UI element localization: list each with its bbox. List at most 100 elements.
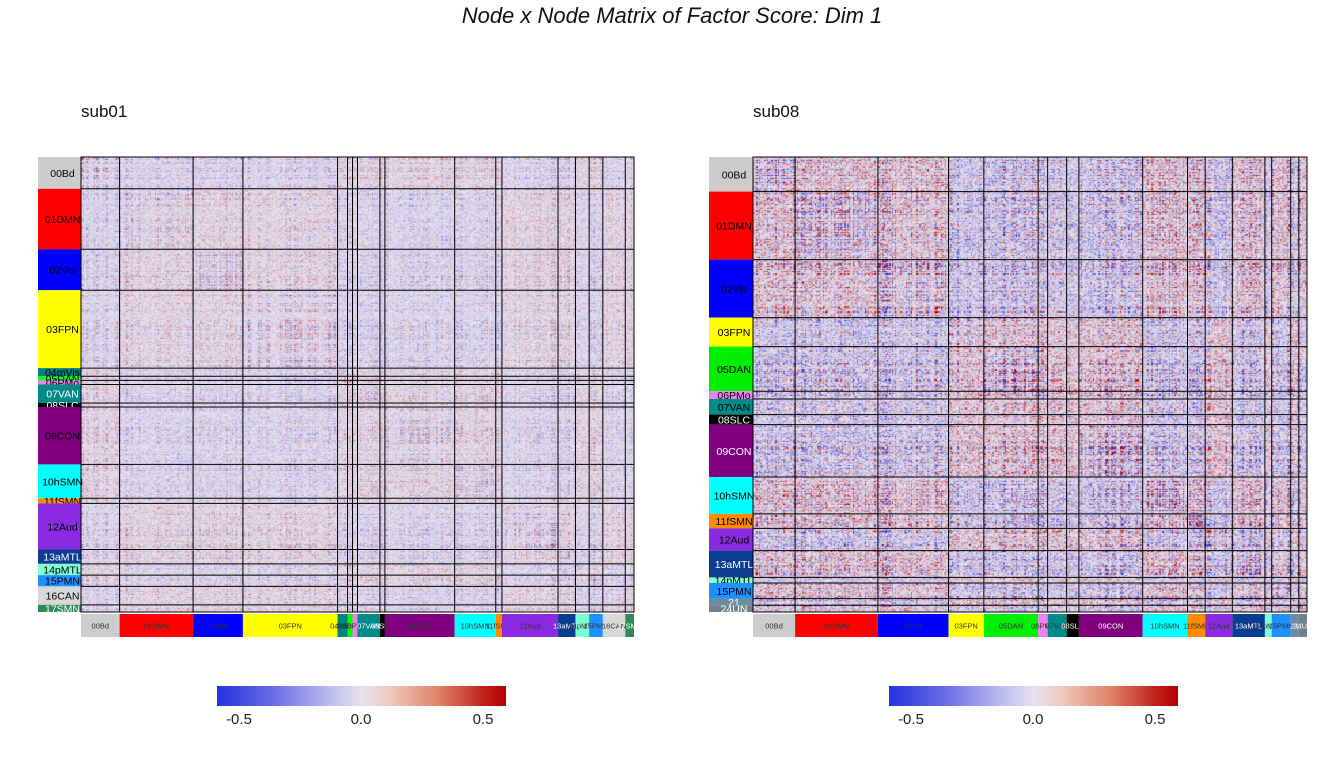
network-col-label: 01DMN xyxy=(144,622,169,631)
colorbar-tick-label: 0.5 xyxy=(472,711,494,728)
network-col-label: 04mVis xyxy=(330,622,355,631)
panel-title-sub01: sub01 xyxy=(81,102,128,121)
network-col-label: 08SLC xyxy=(371,622,395,631)
network-row-label: 00Bd xyxy=(50,168,75,180)
network-row-label: 09CON xyxy=(716,446,751,458)
network-row-band xyxy=(38,249,81,291)
network-col-label: 02Vis xyxy=(209,622,228,631)
network-col-label: 14pMTL xyxy=(1255,622,1283,631)
network-col-label: 01DMN xyxy=(824,622,849,631)
network-row-band xyxy=(709,414,753,425)
network-col-band xyxy=(384,614,455,637)
network-col-label: 07VAN xyxy=(1046,622,1069,631)
network-col-label: 12Aud xyxy=(1208,622,1230,631)
colorbar-tick-label: -0.5 xyxy=(898,711,924,728)
network-row-label: 13aMTL xyxy=(43,552,82,564)
network-row-band xyxy=(38,586,81,605)
network-row-band xyxy=(709,513,753,529)
colorbar-tick-label: -0.5 xyxy=(226,711,252,728)
network-col-band xyxy=(501,614,559,637)
network-col-label: 15PMN xyxy=(584,622,609,631)
network-row-label: 13aMTL xyxy=(715,559,754,571)
network-col-band xyxy=(242,614,338,637)
network-row-label: 24UN xyxy=(721,604,748,616)
network-col-label: 09CON xyxy=(407,622,432,631)
colorbar-tick xyxy=(483,706,484,710)
network-col-band xyxy=(81,614,120,637)
colorbar-tick xyxy=(1033,706,1034,710)
network-col-band xyxy=(983,614,1039,637)
network-row-label: 00Bd xyxy=(722,169,747,181)
network-col-label: 03FPN xyxy=(955,622,978,631)
network-col-label: 12Aud xyxy=(519,622,541,631)
network-row-band xyxy=(38,407,81,465)
network-row-label: 12Aud xyxy=(719,535,750,547)
network-col-label: 02Vis xyxy=(904,622,923,631)
network-row-label: 16CAN xyxy=(46,591,80,603)
network-col-band xyxy=(119,614,194,637)
colorbar-tick xyxy=(911,706,912,710)
network-col-label: 09CON xyxy=(1098,622,1123,631)
network-col-band xyxy=(1290,614,1299,637)
network-row-band xyxy=(38,604,81,612)
network-col-band xyxy=(357,614,380,637)
network-row-label: 08SLC xyxy=(718,415,751,427)
network-col-band xyxy=(575,614,590,637)
network-row-label: 21 xyxy=(728,597,740,609)
network-row-band xyxy=(709,346,753,392)
network-row-label: 12Aud xyxy=(47,521,78,533)
network-row-band xyxy=(38,157,81,189)
network-col-label: 24UN xyxy=(1293,622,1312,631)
network-col-band xyxy=(1271,614,1291,637)
network-row-band xyxy=(709,577,753,584)
network-col-label: 10hSMN xyxy=(461,622,490,631)
network-row-band xyxy=(38,464,81,499)
network-col-band xyxy=(1264,614,1272,637)
network-row-label: 05DAN xyxy=(717,364,751,376)
network-row-label: 02Vis xyxy=(721,284,747,296)
network-col-label: 13aMTL xyxy=(553,622,581,631)
network-col-band xyxy=(1038,614,1048,637)
colorbar-tick xyxy=(239,706,240,710)
network-col-band xyxy=(495,614,502,637)
network-row-band xyxy=(709,477,753,514)
network-row-band xyxy=(709,259,753,318)
network-row-band xyxy=(709,157,753,192)
network-row-band xyxy=(709,605,753,612)
network-col-band xyxy=(454,614,496,637)
colorbar-tick-label: 0.0 xyxy=(1022,711,1044,728)
network-row-band xyxy=(38,563,81,576)
network-col-label: 05DAN xyxy=(999,622,1023,631)
network-col-band xyxy=(379,614,385,637)
network-col-band xyxy=(1298,614,1307,637)
network-row-band xyxy=(709,317,753,347)
network-row-band xyxy=(709,191,753,260)
network-col-band xyxy=(1047,614,1067,637)
network-row-label: 07VAN xyxy=(46,389,79,401)
network-row-band xyxy=(709,583,753,599)
network-row-band xyxy=(709,598,753,606)
network-row-band xyxy=(38,402,81,408)
network-col-band xyxy=(337,614,348,637)
network-col-band xyxy=(625,614,634,637)
network-col-label: 21 xyxy=(1291,622,1299,631)
heatmap-sub08 xyxy=(753,157,1307,612)
colorbar-tick-label: 0.0 xyxy=(350,711,372,728)
network-row-label: 10hSMN xyxy=(714,490,755,502)
network-row-band xyxy=(38,380,81,385)
network-row-label: 17SMN xyxy=(45,603,80,615)
network-col-label: 06PMo xyxy=(343,622,367,631)
network-row-label: 04mVis xyxy=(45,367,80,379)
network-col-band xyxy=(602,614,626,637)
network-row-label: 07VAN xyxy=(718,402,751,414)
network-row-band xyxy=(38,376,81,381)
network-col-band xyxy=(193,614,243,637)
network-row-label: 15PMN xyxy=(716,586,751,598)
network-row-band xyxy=(38,290,81,369)
network-col-label: 08SLC xyxy=(1061,622,1085,631)
network-row-band xyxy=(38,503,81,550)
network-col-band xyxy=(877,614,949,637)
network-row-band xyxy=(38,498,81,504)
network-row-band xyxy=(709,424,753,478)
